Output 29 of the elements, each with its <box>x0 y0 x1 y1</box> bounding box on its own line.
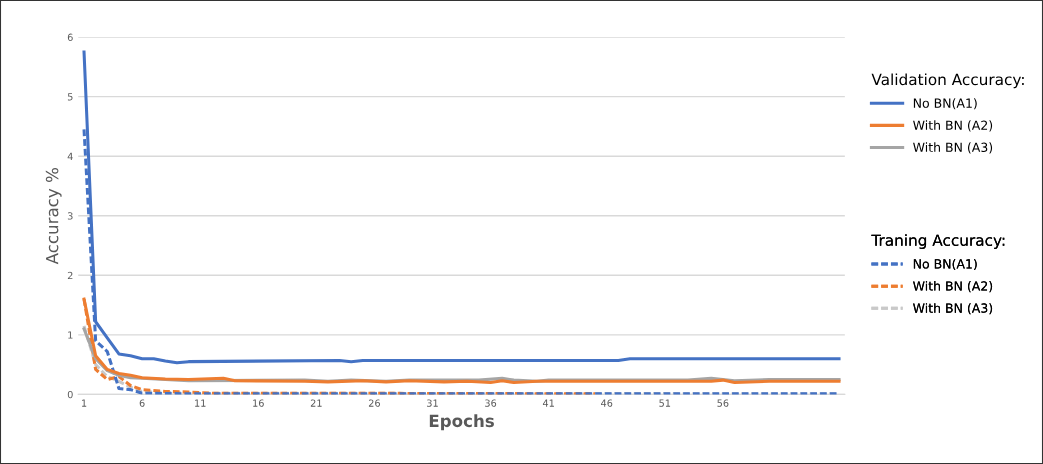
y-tick-label: 0 <box>67 390 73 399</box>
y-tick-label: 4 <box>67 152 73 160</box>
legend-title: Validation Accuracy: <box>871 73 1024 89</box>
text: Traning Accuracy: <box>871 234 1005 249</box>
x-tick-label: 56 <box>717 399 729 407</box>
y-tick-label: 1 <box>68 331 73 339</box>
x-tick-label: 6 <box>139 399 145 407</box>
legend-label: With BN (A2) <box>913 281 993 293</box>
y-tick-label: 3 <box>67 212 73 220</box>
y-axis-title: Accuracy % <box>45 168 62 265</box>
legend-label: With BN (A3) <box>913 142 993 154</box>
x-tick-label: 26 <box>368 399 380 407</box>
x-tick-label: 11 <box>195 399 206 407</box>
x-tick-label: 31 <box>427 399 438 407</box>
x-tick-label: 16 <box>253 399 264 407</box>
x-tick-label: 51 <box>659 399 671 407</box>
legend-label: No BN(A1) <box>913 98 977 110</box>
x-tick-label: 36 <box>485 399 497 407</box>
x-axis-title: Epochs <box>429 414 494 431</box>
x-tick-label: 41 <box>542 399 554 407</box>
y-tick-label: 5 <box>67 93 73 101</box>
y-tick-label: 6 <box>67 33 73 41</box>
x-tick-label: 1 <box>82 399 87 407</box>
legend-label: With BN (A3) <box>913 303 993 315</box>
x-tick-label: 46 <box>601 399 613 407</box>
legend-label: With BN (A2) <box>913 120 993 132</box>
legend-label: No BN(A1) <box>913 258 977 271</box>
x-tick-label: 21 <box>310 399 322 407</box>
y-tick-label: 2 <box>67 271 73 279</box>
